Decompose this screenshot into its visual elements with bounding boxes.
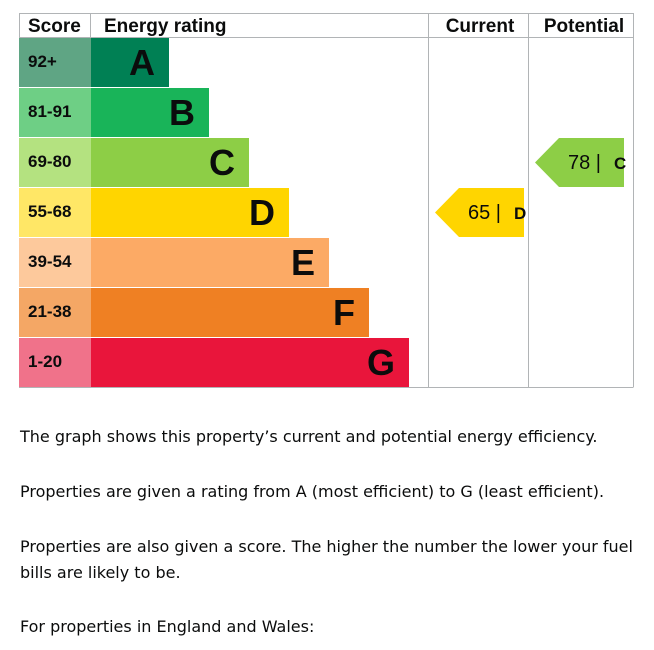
rating-bar-letter: B [169, 92, 195, 133]
potential-rating-arrow [535, 138, 624, 187]
header-score: Score [28, 16, 81, 37]
score-range-cell [19, 38, 91, 87]
score-explanation-paragraph: Properties are also given a score. The h… [20, 537, 633, 582]
rating-bar-letter: F [333, 292, 355, 333]
score-range-label: 1-20 [28, 352, 62, 371]
score-range-cell [19, 238, 91, 287]
rating-bar-g [91, 338, 409, 387]
rating-bar-letter: C [209, 142, 235, 183]
chart-header: Score Energy rating Current Potential [28, 16, 624, 37]
rating-markers: 65 | D 78 | C [435, 138, 626, 237]
score-range-label: 55-68 [28, 202, 71, 221]
score-range-cell [19, 338, 91, 387]
description-paragraph: The graph shows this property’s current … [20, 427, 598, 446]
rating-bar-b [91, 88, 209, 137]
potential-rating-band-letter: C [614, 154, 626, 173]
score-range-cell [19, 138, 91, 187]
header-current: Current [446, 16, 515, 37]
rating-bar-f [91, 288, 369, 337]
score-range-cell [19, 88, 91, 137]
rating-bar-letter: A [129, 42, 155, 83]
score-range-label: 92+ [28, 52, 57, 71]
rating-bands: 92+ A 81-91 B 69-80 C 55-68 D 39-54 E 21-38 F 1-20 G [19, 38, 409, 387]
rating-bar-d [91, 188, 289, 237]
rating-bar-e [91, 238, 329, 287]
rating-bar-c [91, 138, 249, 187]
potential-rating-label: 78 | [568, 152, 601, 174]
score-range-cell [19, 188, 91, 237]
current-rating-arrow [435, 188, 524, 237]
rating-bar-letter: D [249, 192, 275, 233]
energy-rating-chart: Score Energy rating Current Potential 92… [19, 13, 634, 388]
rating-explanation-paragraph: Properties are given a rating from A (mo… [20, 482, 605, 501]
rating-bar-letter: E [291, 242, 315, 283]
header-potential: Potential [544, 16, 624, 37]
header-energy-rating: Energy rating [104, 16, 226, 37]
rating-bar-a [91, 38, 169, 87]
chart-grid [19, 13, 634, 388]
region-paragraph: For properties in England and Wales: [20, 617, 315, 636]
score-range-label: 69-80 [28, 152, 71, 171]
current-rating-band-letter: D [514, 204, 526, 223]
score-range-label: 81-91 [28, 102, 71, 121]
score-range-label: 21-38 [28, 302, 71, 321]
score-range-label: 39-54 [28, 252, 72, 271]
rating-bar-letter: G [367, 342, 395, 383]
current-rating-label: 65 | [468, 202, 501, 224]
score-range-cell [19, 288, 91, 337]
